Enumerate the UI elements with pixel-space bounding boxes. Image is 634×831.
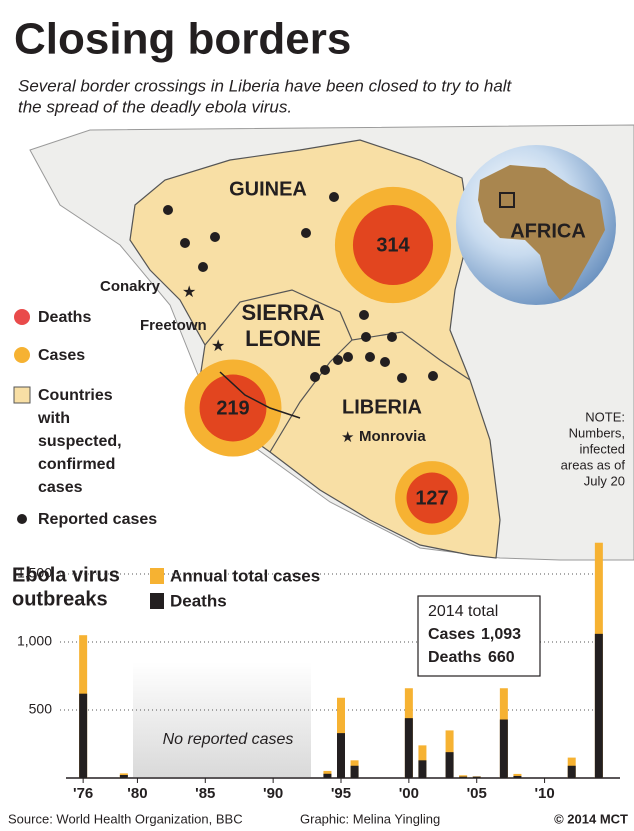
y-tick-label: 500 (29, 701, 53, 717)
chart: 500 1,000 1,500 '76 '80 '85 '90 '95 '00 '05 '10 Ann… (17, 542, 620, 802)
chart-title: Ebola virus (12, 564, 120, 586)
bar (567, 765, 576, 778)
legend-label: cases (38, 479, 83, 496)
title: Closing borders (14, 15, 351, 64)
legend-swatch (14, 347, 30, 363)
x-tick-label: '76 (73, 785, 93, 802)
city-star: ★ (211, 338, 225, 355)
legend-label: Deaths (170, 591, 227, 610)
callout-value: 660 (488, 649, 515, 666)
country-label: LIBERIA (342, 396, 422, 418)
legend-swatch (150, 568, 164, 584)
legend-swatch (17, 514, 27, 524)
note: Numbers, (569, 425, 625, 440)
city-label: Freetown (140, 317, 207, 334)
city-star: ★ (341, 429, 354, 446)
callout (417, 595, 541, 677)
legend-label: Countries (38, 387, 113, 404)
city-label: Monrovia (359, 428, 426, 445)
bar (594, 633, 603, 778)
bar (445, 752, 454, 778)
bubbles: 314 219 127 (184, 186, 469, 535)
legend-swatch (150, 593, 164, 609)
chart-title: outbreaks (12, 588, 108, 610)
y-tick-label: 1,500 (17, 565, 52, 581)
bubble-deaths (406, 472, 458, 524)
legend-swatch (14, 309, 30, 325)
bar (418, 760, 427, 778)
border (269, 331, 471, 453)
reported-cases (163, 192, 438, 383)
country-label: SIERRA (241, 300, 324, 325)
x-tick-label: '00 (399, 785, 419, 802)
bubble-label: 314 (376, 234, 410, 256)
bar (323, 773, 332, 778)
x-tick-label: '85 (195, 785, 215, 802)
legend-label: confirmed (38, 456, 115, 473)
country-label: LEONE (245, 326, 321, 351)
legend-label: Reported cases (38, 511, 157, 528)
y-tick-label: 1,000 (17, 633, 52, 649)
legend-label: with (37, 410, 70, 427)
note: July 20 (584, 473, 625, 488)
x-tick-label: '90 (263, 785, 283, 802)
callout-value: 1,093 (481, 626, 521, 643)
legend-label: Annual total cases (170, 566, 320, 585)
inset-box (499, 192, 515, 208)
country-label: GUINEA (229, 178, 307, 200)
bar (337, 733, 345, 778)
x-tick-label: '80 (127, 785, 147, 802)
bubble-deaths (352, 204, 434, 286)
bar (404, 718, 413, 778)
source: Source: World Health Organization, BBC (8, 811, 243, 826)
inset-label: AFRICA (510, 220, 586, 242)
callout-label: Deaths (428, 649, 481, 666)
border (204, 289, 353, 346)
coast (219, 371, 301, 419)
bar (350, 765, 359, 778)
callout-label: Cases (428, 626, 475, 643)
legend-swatch (13, 386, 31, 404)
x-tick-label: '10 (534, 785, 554, 802)
bar (513, 775, 522, 778)
bar (499, 719, 508, 778)
legend-label: Deaths (38, 309, 91, 326)
legend-label: Cases (38, 347, 85, 364)
bubble-label: 127 (415, 487, 448, 509)
callout-title: 2014 total (428, 603, 498, 620)
gap-label: No reported cases (163, 731, 294, 748)
note: areas as of (561, 457, 626, 472)
bubble-label: 219 (216, 397, 249, 419)
bubble-deaths (199, 374, 267, 442)
credit: Graphic: Melina Yingling (300, 811, 440, 826)
city-label: Conakry (100, 278, 161, 295)
x-tick-label: '05 (467, 785, 487, 802)
subtitle: Several border crossings in Liberia have… (18, 76, 513, 95)
legend-label: suspected, (38, 433, 122, 450)
bar (459, 776, 468, 778)
x-tick-label: '95 (331, 785, 351, 802)
africa (478, 165, 605, 300)
city-star: ★ (182, 284, 196, 301)
note: NOTE: (585, 409, 625, 424)
bar (79, 693, 88, 778)
copyright: © 2014 MCT (554, 811, 628, 826)
bar (513, 773, 522, 778)
gap-region (133, 662, 311, 777)
subtitle: the spread of the deadly ebola virus. (18, 97, 292, 116)
map: 314 219 127 GUINEA SIERRA LEONE LIBERIA Co… (13, 124, 634, 561)
bar (119, 775, 128, 778)
note: infected (579, 441, 625, 456)
bar (472, 776, 481, 778)
